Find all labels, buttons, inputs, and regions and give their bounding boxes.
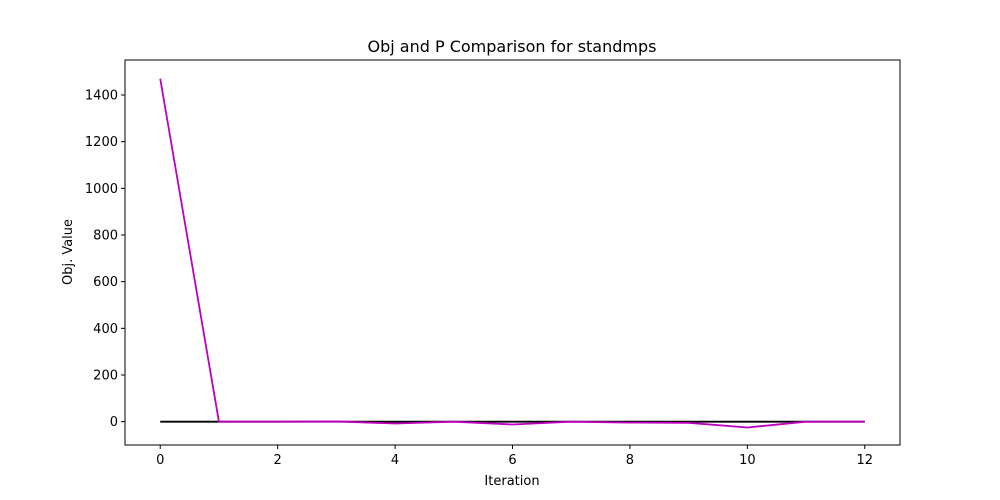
y-tick-label: 1400 (85, 89, 118, 104)
x-axis: 0 2 4 6 8 10 12 (156, 445, 873, 468)
x-tick-label: 12 (856, 453, 873, 468)
y-tick-label: 600 (93, 275, 118, 290)
y-axis-label: Obj. Value (61, 219, 76, 285)
y-tick-label: 1000 (85, 182, 118, 197)
y-tick-label: 0 (110, 415, 118, 430)
x-tick-label: 8 (626, 453, 634, 468)
y-tick-label: 200 (93, 369, 118, 384)
x-tick-label: 4 (391, 453, 399, 468)
chart-title: Obj and P Comparison for standmps (368, 37, 657, 56)
x-tick-label: 0 (156, 453, 164, 468)
x-tick-label: 10 (739, 453, 756, 468)
x-tick-label: 6 (508, 453, 516, 468)
y-tick-label: 1200 (85, 135, 118, 150)
series-line-1 (159, 78, 865, 429)
y-tick-label: 400 (93, 322, 118, 337)
y-tick-label: 800 (93, 229, 118, 244)
x-tick-label: 2 (274, 453, 282, 468)
plot-area (159, 78, 865, 429)
x-axis-label: Iteration (484, 474, 539, 489)
y-axis: 0 200 400 600 800 1000 1200 1400 (85, 89, 125, 430)
